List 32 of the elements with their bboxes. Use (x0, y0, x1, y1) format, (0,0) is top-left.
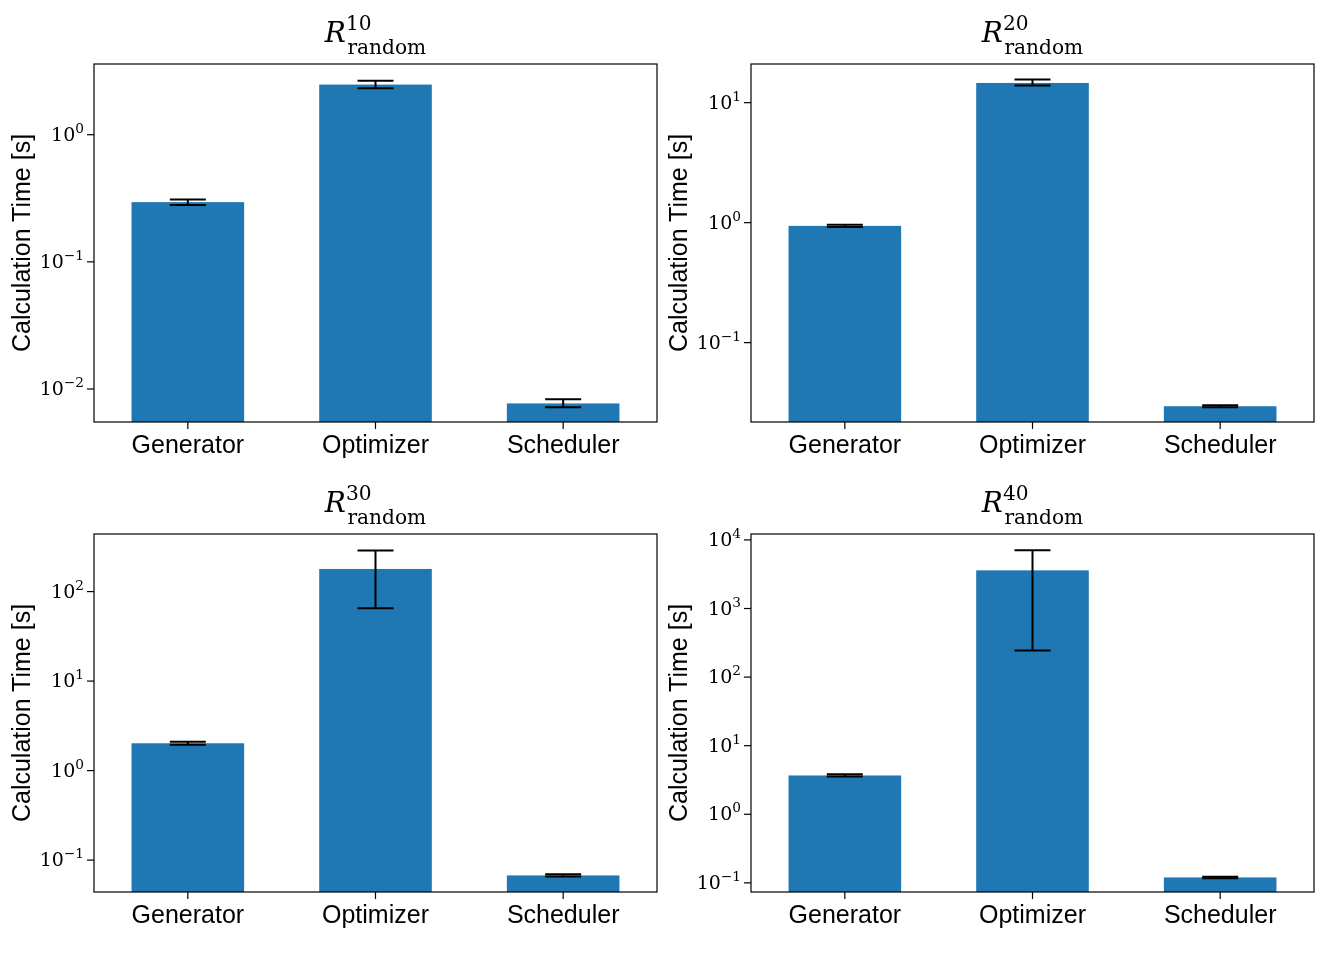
x-tick-label: Scheduler (506, 900, 620, 928)
x-tick-label: Optimizer (979, 430, 1086, 458)
y-axis-title: Calculation Time [s] (664, 603, 692, 823)
y-tick-label: 10$^{4}$ (708, 524, 742, 550)
y-axis-title: Calculation Time [s] (664, 133, 692, 353)
x-tick-label: Optimizer (979, 900, 1086, 928)
y-tick-label: 10$^{2}$ (51, 576, 84, 602)
y-tick-label: 10$^{−1}$ (696, 327, 741, 353)
y-tick-label: 10$^{0}$ (51, 755, 84, 781)
y-tick-label: 10$^{−1}$ (39, 845, 84, 871)
y-axis-title: Calculation Time [s] (7, 133, 35, 353)
x-tick-label: Generator (788, 900, 902, 928)
y-tick-label: 10$^{−1}$ (39, 246, 84, 272)
x-tick-label: Scheduler (506, 430, 620, 458)
y-tick-label: 10$^{0}$ (708, 799, 741, 825)
x-tick-label: Optimizer (322, 430, 429, 458)
y-tick-label: 10$^{1}$ (708, 730, 741, 756)
y-tick-label: 10$^{2}$ (708, 662, 741, 688)
x-tick-label: Scheduler (1163, 430, 1277, 458)
x-tick-label: Generator (131, 430, 245, 458)
y-tick-label: 10$^{0}$ (51, 119, 84, 145)
x-tick-label: Generator (788, 430, 902, 458)
x-tick-label: Scheduler (1163, 900, 1277, 928)
y-tick-label: 10$^{1}$ (51, 666, 84, 692)
y-tick-label: 10$^{1}$ (708, 87, 741, 113)
y-tick-label: 10$^{−2}$ (39, 373, 84, 399)
x-tick-label: Optimizer (322, 900, 429, 928)
x-tick-label: Generator (131, 900, 245, 928)
y-axis-title: Calculation Time [s] (7, 603, 35, 823)
y-tick-label: 10$^{0}$ (708, 207, 741, 233)
y-tick-label: 10$^{3}$ (708, 593, 741, 619)
y-tick-label: 10$^{−1}$ (696, 867, 741, 893)
